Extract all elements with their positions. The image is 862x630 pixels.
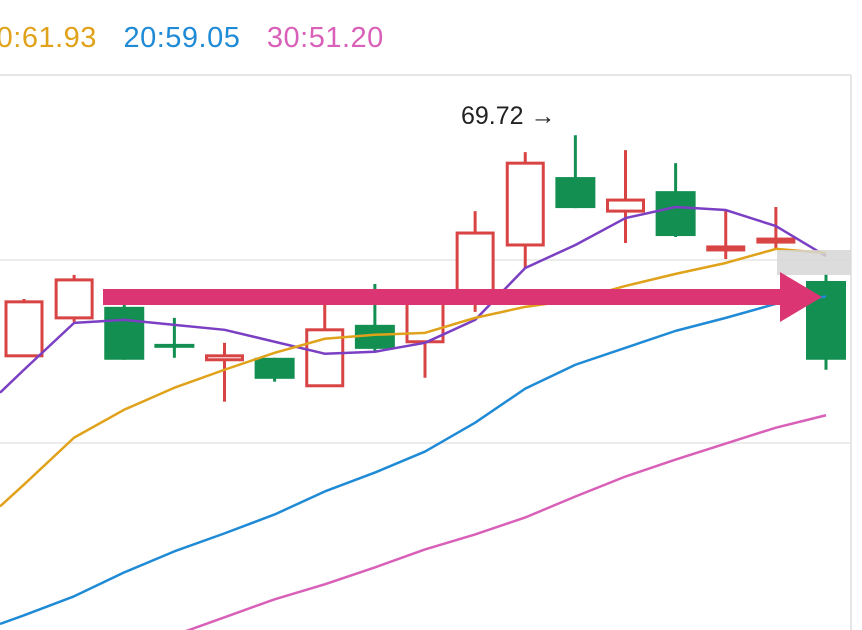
candle-body bbox=[254, 357, 295, 379]
chart-frame bbox=[0, 74, 852, 630]
legend-ma10: 10:61.93 bbox=[0, 22, 97, 54]
ma20-line bbox=[0, 295, 827, 626]
ma5-line bbox=[0, 205, 827, 394]
candle-up bbox=[205, 342, 244, 402]
candle-up bbox=[606, 150, 645, 244]
candle-down bbox=[655, 163, 696, 237]
candle-down bbox=[806, 274, 846, 370]
candle-body bbox=[606, 198, 645, 213]
candle-body bbox=[104, 306, 145, 360]
max-price-label: 69.72 → bbox=[461, 102, 556, 130]
candle-up bbox=[54, 274, 94, 322]
candle-up bbox=[4, 298, 44, 358]
candle-body bbox=[205, 354, 244, 362]
candle-down bbox=[555, 135, 596, 209]
legend-ma20: 20:59.05 bbox=[123, 22, 241, 54]
candle-body bbox=[706, 245, 746, 252]
candle-body bbox=[405, 298, 445, 344]
candle-down bbox=[104, 304, 145, 360]
candle-body bbox=[655, 191, 696, 237]
candle-body bbox=[555, 177, 596, 209]
candle-down bbox=[254, 357, 295, 382]
ma-legend: 10:61.93 20:59.05 30:51.20 bbox=[0, 22, 402, 55]
candle-body bbox=[4, 300, 44, 358]
candle-body bbox=[154, 343, 195, 348]
legend-ma30: 30:51.20 bbox=[266, 22, 384, 54]
candle-body bbox=[54, 278, 94, 320]
ma-lines bbox=[0, 205, 827, 630]
candle-up bbox=[505, 152, 545, 268]
candle-body bbox=[756, 237, 796, 244]
candle-up bbox=[756, 207, 796, 250]
ma10-line bbox=[0, 247, 827, 508]
candle-up bbox=[305, 304, 345, 388]
annotation-arrow bbox=[103, 272, 822, 322]
last-price-tag bbox=[777, 250, 851, 275]
candle-body bbox=[505, 161, 545, 247]
candle-up bbox=[706, 210, 746, 260]
annotation-overlay bbox=[103, 250, 851, 322]
ma30-line bbox=[185, 414, 827, 630]
candles bbox=[4, 135, 846, 402]
